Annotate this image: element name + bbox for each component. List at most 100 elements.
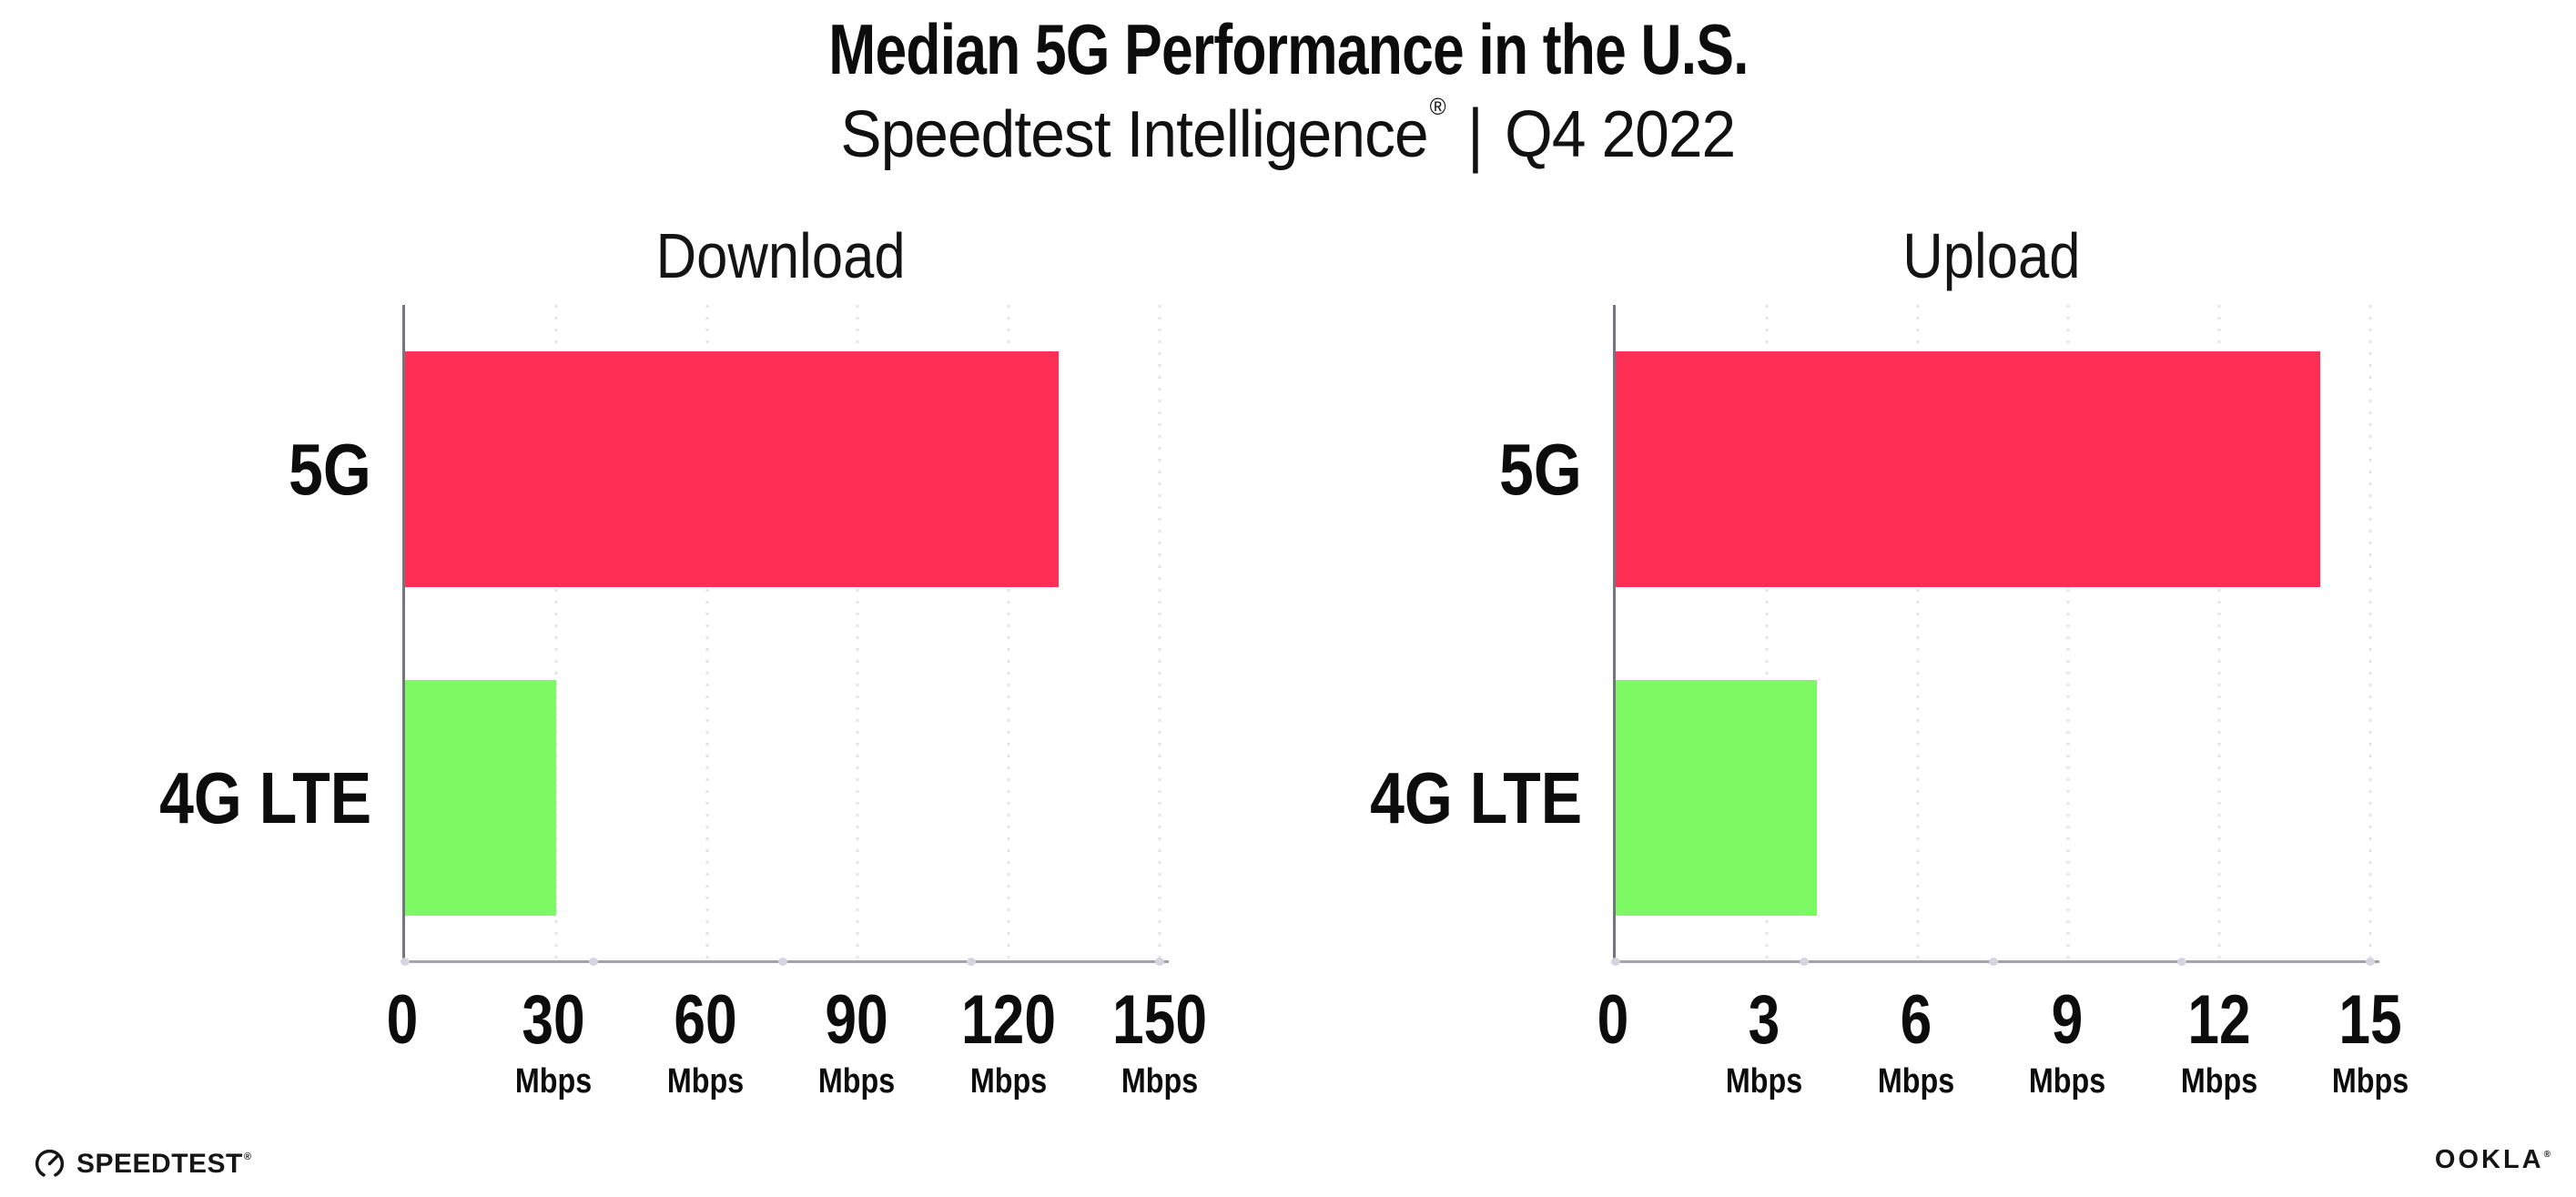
x-tick-unit: Mbps — [515, 1062, 593, 1101]
subtitle-period: Q4 2022 — [1505, 97, 1736, 171]
x-tick-value: 60 — [674, 981, 737, 1059]
speedtest-gauge-icon — [35, 1149, 65, 1179]
download-chart-title-row: Download — [402, 224, 1160, 293]
x-tick-unit: Mbps — [2180, 1062, 2257, 1101]
x-tick-value: 90 — [825, 981, 888, 1059]
x-tick-unit: Mbps — [1726, 1062, 1803, 1101]
chart-title-upload: Upload — [1902, 220, 2081, 291]
x-tick-unit: Mbps — [2029, 1062, 2106, 1101]
x-tick-unit: Mbps — [666, 1062, 744, 1101]
x-tick-value: 120 — [960, 981, 1056, 1059]
speedtest-wordmark-text: SPEEDTEST — [76, 1148, 243, 1179]
gridline-6-mbps — [1916, 305, 1920, 962]
upload-category-labels: 5G 4G LTE — [1347, 305, 1613, 962]
x-tick-value: 30 — [522, 981, 586, 1059]
chart-title-download: Download — [656, 220, 906, 291]
axis-dot — [966, 958, 976, 966]
x-tick-120: 120 Mbps — [950, 981, 1066, 1101]
gridline-9-mbps — [2066, 305, 2070, 962]
x-tick-value: 6 — [1900, 981, 1932, 1059]
category-label-4g-lte-text: 4G LTE — [1370, 756, 1582, 838]
page-title-text: Median 5G Performance in the U.S. — [827, 9, 1749, 89]
axis-dot — [777, 958, 787, 966]
download-gridlines — [405, 305, 1161, 962]
ookla-wordmark-text: OOKLA — [2434, 1145, 2544, 1174]
gridline-15-mbps — [2368, 305, 2372, 962]
gridline-12-mbps — [2217, 305, 2221, 962]
ookla-logo: OOKLA® — [2435, 1145, 2551, 1175]
x-tick-unit: Mbps — [969, 1062, 1047, 1101]
speedtest-logo: SPEEDTEST® — [33, 1147, 251, 1181]
page-title: Median 5G Performance in the U.S. — [0, 9, 2576, 89]
axis-dot — [2176, 958, 2186, 966]
download-chart: Download 5G 4G LTE 0 30 Mbps 60 Mbps 90 Mbps 12… — [137, 224, 1207, 1104]
gridline-30-mbps — [554, 305, 558, 962]
x-tick-12: 12 Mbps — [2174, 981, 2264, 1101]
x-tick-value: 9 — [2051, 981, 2084, 1059]
upload-x-axis-ticks: 0 3 Mbps 6 Mbps 9 Mbps 12 Mbps 15 Mbps — [1597, 981, 2409, 1104]
x-tick-0: 0 — [383, 986, 421, 1055]
gridline-60-mbps — [705, 305, 709, 962]
x-tick-15: 15 Mbps — [2325, 981, 2415, 1101]
upload-4g-lte-bar-row — [1616, 634, 2370, 962]
axis-dot — [589, 958, 599, 966]
axis-dot — [1155, 958, 1164, 966]
upload-4g-lte-bar — [1616, 680, 1818, 916]
x-tick-value: 0 — [1597, 981, 1629, 1059]
category-label-5g-text: 5G — [289, 428, 371, 510]
x-tick-unit: Mbps — [1877, 1062, 1954, 1101]
registered-trademark-mark: ® — [1429, 92, 1446, 120]
download-chart-body: 5G 4G LTE — [137, 305, 1169, 966]
x-tick-0: 0 — [1594, 986, 1632, 1055]
download-category-labels: 5G 4G LTE — [137, 305, 402, 962]
category-label-4g-lte: 4G LTE — [1347, 634, 1613, 962]
x-tick-3: 3 Mbps — [1719, 981, 1810, 1101]
x-tick-value: 15 — [2338, 981, 2402, 1059]
charts-row: Download 5G 4G LTE 0 30 Mbps 60 Mbps 90 Mbps 12… — [137, 224, 2409, 1104]
category-label-5g: 5G — [1347, 305, 1613, 634]
x-tick-value: 150 — [1112, 981, 1207, 1059]
category-label-4g-lte-text: 4G LTE — [159, 756, 371, 838]
ookla-registered-mark: ® — [2543, 1150, 2551, 1160]
upload-plot-area — [1611, 305, 2379, 966]
axis-dot — [2366, 958, 2375, 966]
upload-chart: Upload 5G 4G LTE 0 3 Mbps 6 Mbps 9 Mbps 12 Mbps 1… — [1347, 224, 2409, 1104]
x-tick-unit: Mbps — [818, 1062, 896, 1101]
x-tick-value: 0 — [386, 981, 419, 1059]
download-plot-area — [401, 305, 1169, 966]
download-x-axis-ticks: 0 30 Mbps 60 Mbps 90 Mbps 120 Mbps 150 Mbps — [387, 981, 1207, 1104]
gridline-90-mbps — [856, 305, 859, 962]
category-label-5g-text: 5G — [1499, 428, 1582, 510]
subtitle-separator: | — [1467, 95, 1484, 175]
x-tick-unit: Mbps — [2331, 1062, 2409, 1101]
gridline-3-mbps — [1765, 305, 1769, 962]
x-tick-unit: Mbps — [1121, 1062, 1199, 1101]
x-tick-value: 3 — [1749, 981, 1780, 1059]
upload-5g-bar-row — [1616, 305, 2370, 634]
axis-dot — [1611, 958, 1620, 966]
x-tick-value: 12 — [2186, 981, 2251, 1059]
upload-5g-bar — [1616, 351, 2320, 587]
download-4g-lte-bar-row — [405, 634, 1160, 962]
gridline-150-mbps — [1158, 305, 1161, 962]
axis-dot — [1800, 958, 1810, 966]
category-label-4g-lte: 4G LTE — [137, 634, 402, 962]
subtitle-brand: Speedtest Intelligence — [840, 97, 1429, 171]
x-tick-9: 9 Mbps — [2023, 981, 2113, 1101]
download-4g-lte-bar — [405, 680, 556, 916]
x-tick-6: 6 Mbps — [1871, 981, 1961, 1101]
x-tick-30: 30 Mbps — [509, 981, 599, 1101]
x-tick-60: 60 Mbps — [660, 981, 750, 1101]
upload-chart-body: 5G 4G LTE — [1347, 305, 2379, 966]
subtitle-inner: Speedtest Intelligence® | Q4 2022 — [840, 92, 1737, 175]
download-5g-bar-row — [405, 305, 1160, 634]
axis-dot — [401, 958, 410, 966]
x-tick-90: 90 Mbps — [812, 981, 902, 1101]
page-subtitle: Speedtest Intelligence® | Q4 2022 — [0, 92, 2576, 175]
upload-chart-title-row: Upload — [1613, 224, 2370, 293]
upload-gridlines — [1616, 305, 2372, 962]
speedtest-wordmark: SPEEDTEST® — [76, 1149, 251, 1180]
axis-dot — [1988, 958, 1998, 966]
download-5g-bar — [405, 351, 1060, 587]
